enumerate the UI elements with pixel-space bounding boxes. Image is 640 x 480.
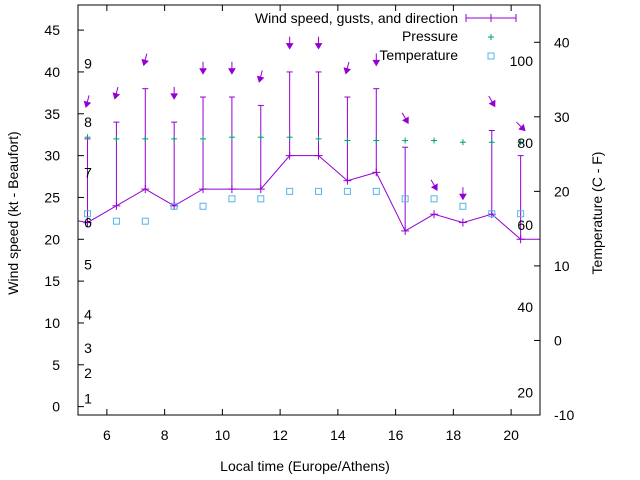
temperature-point	[228, 195, 236, 203]
temperature-point	[430, 195, 438, 203]
beaufort-label: 3	[84, 340, 92, 356]
wind-direction-arrow	[516, 121, 526, 132]
temperature-point	[401, 195, 409, 203]
wind-direction-arrow	[112, 86, 121, 100]
y-tick-label: 45	[44, 22, 60, 38]
wind-direction-arrow	[314, 36, 323, 50]
temperature-point	[315, 187, 323, 195]
fahrenheit-label: 20	[517, 385, 533, 401]
fahrenheit-label: 100	[510, 53, 534, 69]
legend-label-pressure: Pressure	[402, 28, 458, 44]
x-tick-label: 12	[272, 427, 288, 443]
temperature-point	[286, 187, 294, 195]
beaufort-label: 7	[84, 164, 92, 180]
beaufort-label: 5	[84, 256, 92, 272]
y-tick-label: 10	[44, 315, 60, 331]
y-axis-title: Wind speed (kt - Beaufort)	[5, 131, 21, 294]
x-tick-label: 16	[388, 427, 404, 443]
x-tick-label: 14	[330, 427, 346, 443]
wind-direction-arrow	[199, 61, 207, 75]
legend-label-wind: Wind speed, gusts, and direction	[255, 10, 458, 26]
temperature-point	[343, 187, 351, 195]
wind-direction-arrow	[401, 112, 409, 124]
y2-axis-title: Temperature (C - F)	[589, 152, 605, 275]
wind-direction-arrow	[459, 187, 467, 201]
beaufort-label: 9	[84, 56, 92, 72]
y2-tick-label: 40	[554, 34, 570, 50]
temperature-point	[199, 202, 207, 210]
y-tick-label: 30	[44, 148, 60, 164]
fahrenheit-label: 80	[517, 135, 533, 151]
beaufort-label: 6	[84, 215, 92, 231]
x-axis-title: Local time (Europe/Athens)	[220, 458, 390, 474]
wind-direction-arrow	[83, 95, 92, 108]
wind-direction-arrow	[141, 53, 149, 67]
wind-direction-arrow	[372, 53, 381, 67]
y2-tick-label: -10	[554, 407, 574, 423]
y-tick-label: 40	[44, 64, 60, 80]
y-tick-label: 35	[44, 106, 60, 122]
y2-tick-label: 0	[554, 332, 562, 348]
wind-direction-arrow	[228, 61, 236, 75]
y2-tick-label: 30	[554, 109, 570, 125]
legend-sample-wind	[465, 14, 517, 22]
legend-label-temperature: Temperature	[379, 47, 458, 63]
x-tick-label: 18	[446, 427, 462, 443]
plot-area	[78, 36, 540, 244]
legend: Wind speed, gusts, and direction Pressur…	[255, 10, 517, 63]
legend-sample-pressure	[488, 34, 494, 40]
legend-sample-temperature	[487, 52, 495, 60]
y-tick-label: 5	[52, 357, 60, 373]
plot-marks	[78, 36, 540, 244]
y2-tick-label: 10	[554, 258, 570, 274]
y-tick-label: 20	[44, 231, 60, 247]
x-tick-label: 8	[161, 427, 169, 443]
wind-direction-arrow	[256, 70, 265, 83]
plot-frame	[77, 4, 541, 416]
temperature-point	[112, 217, 120, 225]
beaufort-label: 8	[84, 114, 92, 130]
wind-speed-line	[78, 155, 540, 240]
wind-direction-arrow	[430, 179, 438, 191]
wind-direction-arrow	[343, 61, 352, 75]
beaufort-label: 1	[84, 390, 92, 406]
wind-direction-arrow	[170, 86, 179, 100]
y-tick-label: 15	[44, 273, 60, 289]
y-tick-label: 25	[44, 189, 60, 205]
temperature-point	[372, 187, 380, 195]
wind-direction-arrow	[285, 36, 294, 50]
temperature-point	[257, 195, 265, 203]
fahrenheit-label: 60	[517, 217, 533, 233]
y2-tick-label: 20	[554, 183, 570, 199]
x-tick-label: 6	[103, 427, 111, 443]
temperature-point	[517, 210, 525, 218]
temperature-point	[141, 217, 149, 225]
axis-ticks: 6 8 10 12 14 16 18 20051015202530354045-1001020…	[44, 5, 574, 443]
beaufort-label: 2	[84, 365, 92, 381]
temperature-point	[488, 210, 496, 218]
temperature-point	[459, 202, 467, 210]
y-tick-label: 0	[52, 399, 60, 415]
beaufort-label: 4	[84, 307, 92, 323]
x-tick-label: 10	[215, 427, 231, 443]
temperature-point	[84, 210, 92, 218]
wind-direction-arrow	[488, 95, 496, 108]
fahrenheit-label: 40	[517, 299, 533, 315]
temperature-point	[170, 202, 178, 210]
x-tick-label: 20	[503, 427, 519, 443]
